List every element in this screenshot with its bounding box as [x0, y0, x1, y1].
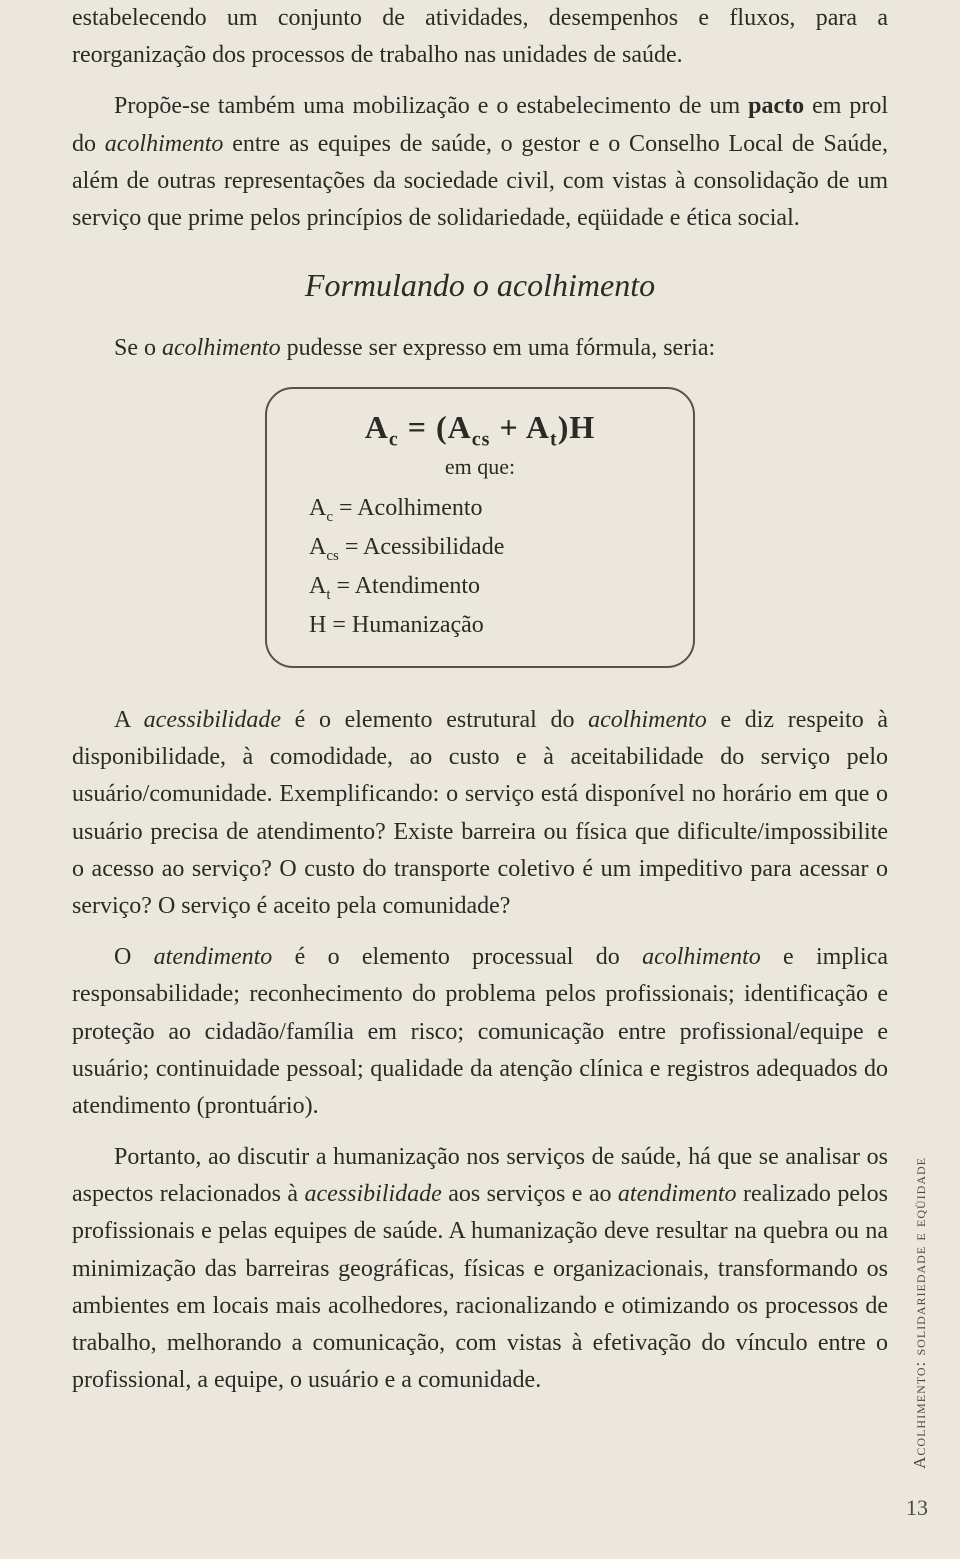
page: estabelecendo um conjunto de atividades,… — [0, 0, 960, 1559]
paragraph-4: A acessibilidade é o elemento estrutural… — [72, 702, 888, 925]
formula-def: Acs = Acessibilidade — [309, 529, 659, 568]
paragraph-3: Se o acolhimento pudesse ser expresso em… — [72, 330, 888, 367]
formula-box: Ac = (Acs + At)H em que: Ac = Acolhiment… — [265, 387, 695, 668]
formula-def: H = Humanização — [309, 607, 659, 644]
page-number: 13 — [906, 1495, 928, 1521]
paragraph-1: estabelecendo um conjunto de atividades,… — [72, 0, 888, 74]
paragraph-2: Propõe-se também uma mobilização e o est… — [72, 88, 888, 237]
side-caption: Acolhimento: solidariedade e eqüidade — [910, 1157, 930, 1469]
section-title: Formulando o acolhimento — [72, 267, 888, 304]
paragraph-5: O atendimento é o elemento processual do… — [72, 939, 888, 1125]
formula-equation: Ac = (Acs + At)H — [301, 409, 659, 451]
formula-emque: em que: — [301, 454, 659, 480]
formula-def: Ac = Acolhimento — [309, 490, 659, 529]
paragraph-6: Portanto, ao discutir a humanização nos … — [72, 1139, 888, 1399]
formula-def: At = Atendimento — [309, 568, 659, 607]
